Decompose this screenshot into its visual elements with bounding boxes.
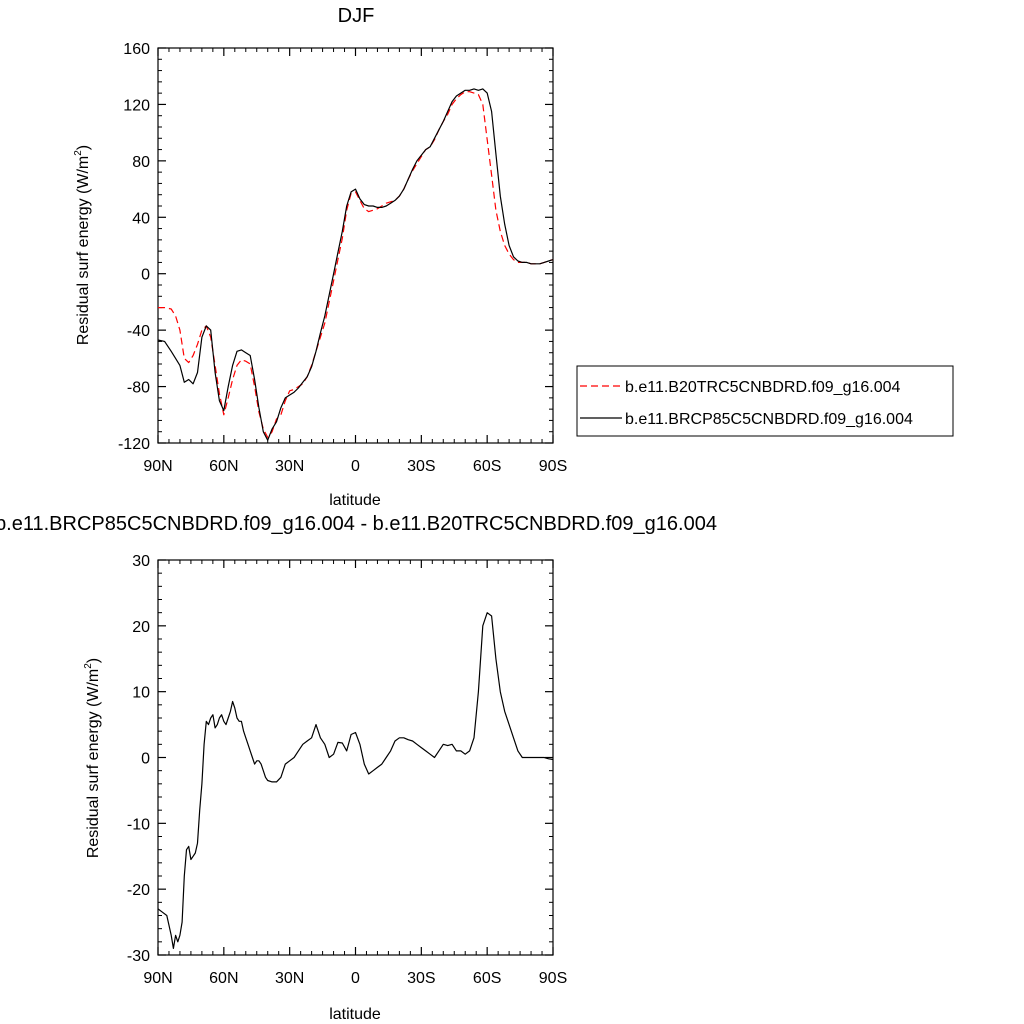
legend-label-0: b.e11.B20TRC5CNBDRD.f09_g16.004 [625,379,901,396]
bottom-x-tick-label: 90N [143,970,172,987]
bottom-y-tick-label: -10 [127,816,150,833]
top-y-tick-label: 80 [132,154,150,171]
top-y-tick-label: 0 [141,267,150,284]
top-y-tick-label: 120 [123,97,150,114]
top-y-tick-label: -40 [127,323,150,340]
bottom-x-tick-label: 60N [209,970,238,987]
bottom-chart-ticks: 90N 60N 30N 0 30S 60S 90S -30 -20 -10 0 10 20 30 [127,553,567,987]
top-y-tick-label: -120 [118,436,150,453]
top-y-tick-label: 160 [123,41,150,58]
bottom-x-tick-label: 60S [473,970,501,987]
top-chart-xlabel: latitude [329,492,381,509]
bottom-chart-frame [157,559,554,956]
bottom-chart-ylabel: Residual surf energy (W/m2) [83,658,102,858]
bottom-chart-ylabel-close: ) [85,658,102,663]
top-chart-title: DJF [338,5,375,27]
legend-label-1: b.e11.BRCP85C5CNBDRD.f09_g16.004 [625,411,913,428]
top-chart-ylabel-sup: 2 [73,150,84,156]
top-chart-ylabel: Residual surf energy (W/m2) [73,145,92,345]
top-x-tick-label: 90N [143,458,172,475]
top-x-tick-label: 90S [539,458,567,475]
bottom-chart-series [157,612,554,950]
top-x-tick-label: 60N [209,458,238,475]
top-chart-ylabel-main: Residual surf energy (W/m [75,156,92,345]
bottom-x-tick-label: 90S [539,970,567,987]
bottom-series-line-0 [157,612,554,950]
top-chart-panel: DJF 90N 60N 30N 0 30S 60S 90S -120 -80 -40 0 40 80 12… [73,5,567,509]
bottom-x-tick-label: 30S [407,970,435,987]
top-x-tick-label: 0 [351,458,360,475]
bottom-y-tick-label: -20 [127,882,150,899]
bottom-y-tick-label: -30 [127,948,150,965]
top-y-tick-label: 40 [132,210,150,227]
bottom-chart-title: b.e11.BRCP85C5CNBDRD.f09_g16.004 - b.e11… [0,513,717,535]
bottom-x-tick-label: 0 [351,970,360,987]
bottom-chart-panel: b.e11.BRCP85C5CNBDRD.f09_g16.004 - b.e11… [0,513,717,1023]
bottom-chart-ylabel-main: Residual surf energy (W/m [85,669,102,858]
bottom-chart-xlabel: latitude [329,1006,381,1023]
bottom-y-tick-label: 20 [132,619,150,636]
bottom-y-tick-label: 30 [132,553,150,570]
bottom-chart-ylabel-sup: 2 [83,663,94,669]
bottom-y-tick-label: 10 [132,685,150,702]
top-y-tick-label: -80 [127,380,150,397]
legend: b.e11.B20TRC5CNBDRD.f09_g16.004 b.e11.BR… [576,365,954,437]
top-x-tick-label: 30N [275,458,304,475]
legend-box [576,365,954,437]
top-x-tick-label: 60S [473,458,501,475]
bottom-y-tick-label: 0 [141,751,150,768]
top-chart-ticks: 90N 60N 30N 0 30S 60S 90S -120 -80 -40 0 40 80 120 160 [118,41,567,475]
bottom-x-tick-label: 30N [275,970,304,987]
top-x-tick-label: 30S [407,458,435,475]
top-chart-ylabel-close: ) [75,145,92,150]
top-series-line-0 [158,91,554,438]
top-chart-series [157,88,554,441]
top-series-line-1 [157,88,554,441]
